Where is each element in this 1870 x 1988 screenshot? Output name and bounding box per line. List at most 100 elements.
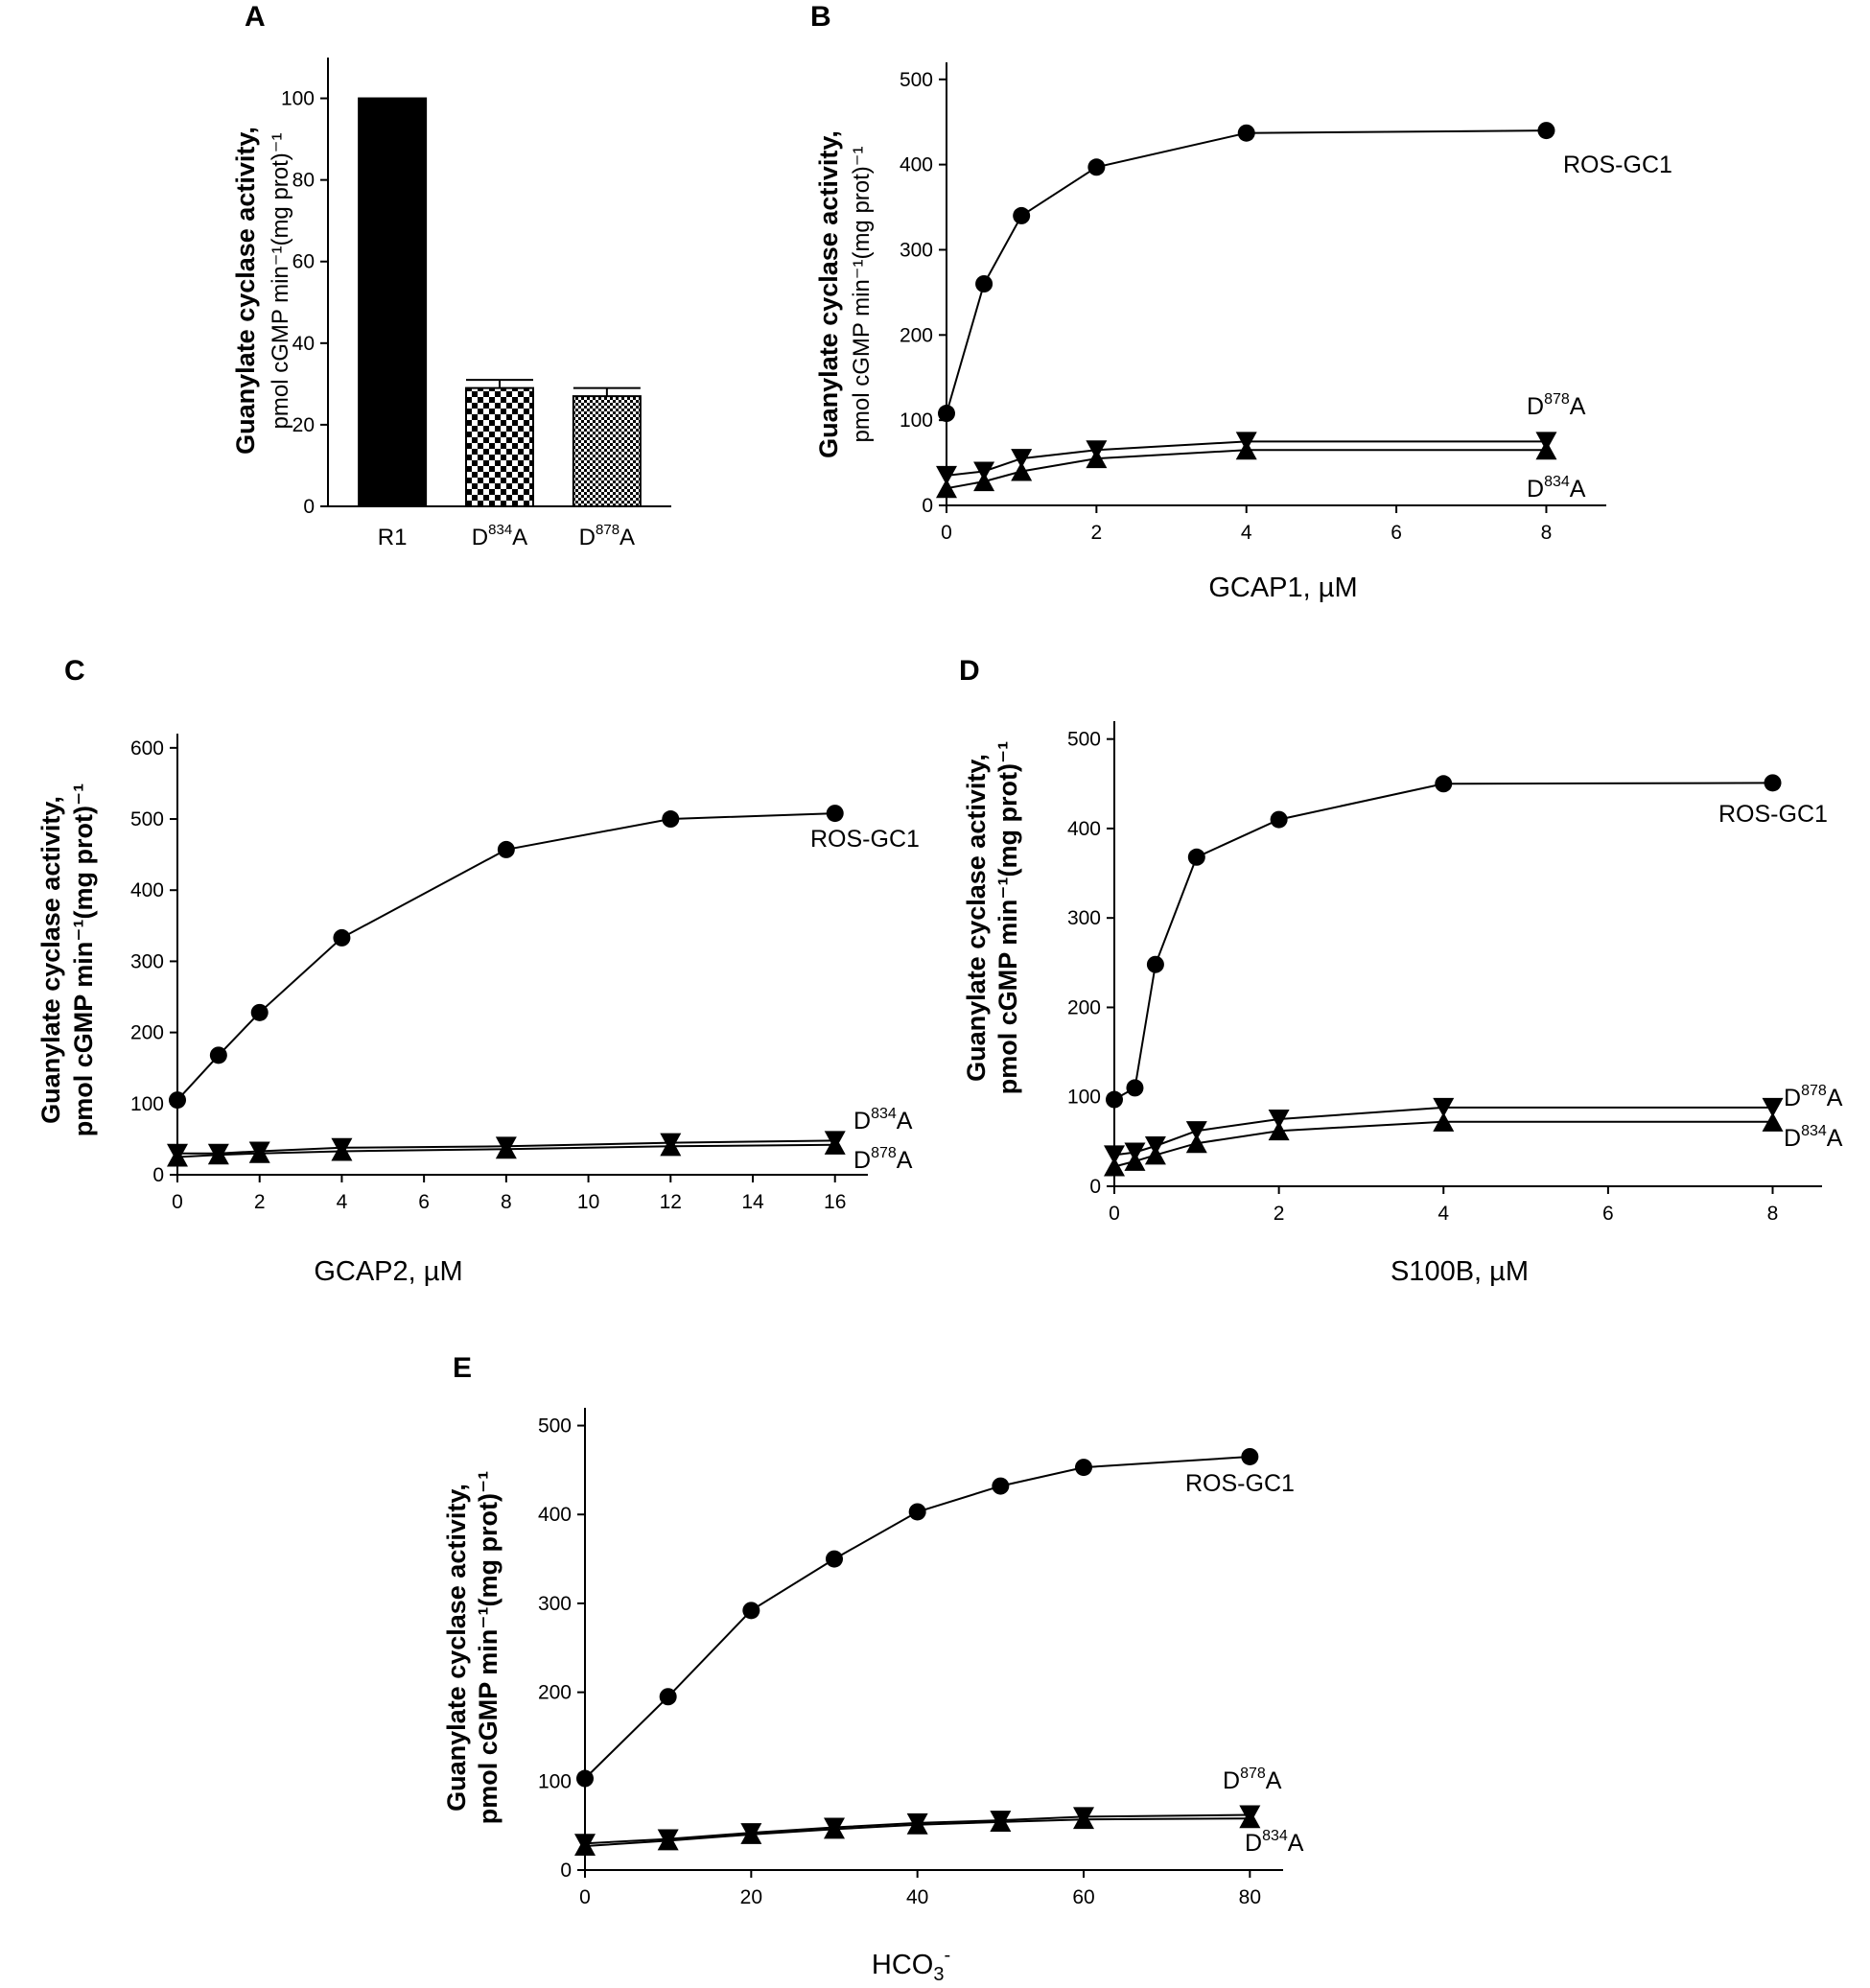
x-tick-label-C: 0 <box>172 1191 183 1213</box>
x-tick-label-A-2-base: D <box>579 525 596 550</box>
series-label-E-2: D834A <box>1245 1828 1304 1857</box>
y-tick-label-A: 0 <box>303 496 315 518</box>
panel-B: B Guanylate cyclase activity, pmol cGMP … <box>810 1 1672 603</box>
x-tick-label-E: 0 <box>579 1886 591 1908</box>
series-label-D-1-base: D <box>1784 1085 1801 1111</box>
x-tick-label-E: 80 <box>1239 1886 1261 1908</box>
series-label-D-1-sup: 878 <box>1801 1083 1827 1099</box>
series-label-C-2-base: D <box>853 1147 871 1174</box>
x-tick-label-B: 8 <box>1541 522 1553 544</box>
y-tick-label-E: 400 <box>538 1504 572 1526</box>
point-C-2-2 <box>248 1143 270 1163</box>
point-E-0-5 <box>992 1477 1010 1495</box>
x-tick-label-A-2-sup: 878 <box>596 522 619 538</box>
x-axis-title-B: GCAP1, µM <box>1208 573 1357 603</box>
x-axis-title-E-sup: - <box>944 1945 950 1966</box>
series-label-D-0: ROS-GC1 <box>1718 801 1828 828</box>
point-C-0-0 <box>169 1091 186 1110</box>
point-D-2-5 <box>1433 1111 1455 1132</box>
point-C-2-3 <box>331 1141 353 1161</box>
series-label-E-1-sup: 878 <box>1240 1766 1266 1782</box>
x-axis-title-C: GCAP2, µM <box>314 1256 462 1287</box>
y-tick-label-D: 400 <box>1067 818 1101 840</box>
point-B-0-5 <box>1537 122 1555 140</box>
series-label-B-0: ROS-GC1 <box>1563 152 1672 178</box>
point-E-2-4 <box>906 1814 928 1835</box>
series-label-D-2-post: A <box>1827 1125 1843 1152</box>
series-label-D-1: D878A <box>1784 1083 1843 1111</box>
point-B-0-3 <box>1087 158 1106 176</box>
series-label-B-1-sup: 878 <box>1544 391 1570 408</box>
point-B-1-2 <box>1011 449 1033 469</box>
series-label-E-0: ROS-GC1 <box>1185 1470 1295 1497</box>
point-C-0-1 <box>209 1046 227 1064</box>
point-B-2-1 <box>973 472 995 492</box>
point-C-2-4 <box>495 1139 517 1159</box>
y-tick-label-B: 300 <box>900 239 933 261</box>
x-tick-label-A-1-base: D <box>472 525 488 550</box>
point-E-2-5 <box>990 1812 1012 1832</box>
point-D-1-6 <box>1762 1097 1784 1117</box>
y-axis-title-A-line2: pmol cGMP min⁻¹(mg prot)⁻¹ <box>268 133 293 430</box>
y-tick-label-C: 400 <box>130 879 164 901</box>
series-label-B-2-post: A <box>1570 476 1586 503</box>
y-axis-title-B: Guanylate cyclase activity, <box>814 130 843 458</box>
x-tick-label-C: 2 <box>254 1191 266 1213</box>
point-D-1-0 <box>1104 1145 1125 1165</box>
point-C-2-1 <box>207 1145 229 1165</box>
y-axis-title-D: Guanylate cyclase activity, <box>962 754 991 1082</box>
x-tick-label-C: 8 <box>501 1191 512 1213</box>
y-tick-label-B: 0 <box>922 495 933 517</box>
series-label-B-2: D834A <box>1527 474 1586 503</box>
point-B-2-0 <box>936 479 957 499</box>
x-tick-label-A-0-base: R1 <box>378 525 408 550</box>
point-C-0-5 <box>662 810 680 829</box>
point-E-0-7 <box>1241 1447 1259 1465</box>
point-E-0-0 <box>576 1769 594 1788</box>
panel-letter-A: A <box>245 1 266 33</box>
point-D-0-4 <box>1270 810 1288 829</box>
series-label-B-1: D878A <box>1527 391 1586 420</box>
panel-C: C Guanylate cyclase activity, pmol cGMP … <box>36 655 920 1287</box>
y-axis-title-C-line1: Guanylate cyclase activity, <box>36 796 65 1124</box>
y-tick-label-A: 80 <box>292 170 315 192</box>
point-E-0-3 <box>826 1550 843 1568</box>
y-tick-label-E: 500 <box>538 1415 572 1438</box>
x-axis-title-D: S100B, µM <box>1391 1256 1529 1287</box>
point-E-2-7 <box>1239 1809 1261 1829</box>
series-line-E-2 <box>584 1817 1251 1847</box>
y-axis-title-D-line1: Guanylate cyclase activity, <box>962 754 991 1082</box>
point-B-0-0 <box>938 405 955 423</box>
panel-E: E Guanylate cyclase activity, pmol cGMP … <box>442 1352 1304 1985</box>
point-C-0-4 <box>497 840 515 858</box>
point-C-2-0 <box>167 1147 188 1167</box>
panel-D: D Guanylate cyclase activity, pmol cGMP … <box>959 655 1843 1287</box>
point-B-1-1 <box>973 461 995 481</box>
x-tick-label-B: 6 <box>1391 522 1402 544</box>
x-tick-label-D: 0 <box>1109 1203 1120 1225</box>
y-axis-title-C: Guanylate cyclase activity, <box>36 796 65 1124</box>
series-label-E-2-post: A <box>1288 1830 1304 1857</box>
point-C-2-6 <box>824 1134 846 1155</box>
point-D-1-5 <box>1433 1097 1455 1117</box>
point-C-0-6 <box>826 805 844 823</box>
y-axis-title-A-line1: Guanylate cyclase activity, <box>231 127 260 455</box>
x-tick-label-C: 10 <box>577 1191 599 1213</box>
x-tick-label-C: 16 <box>824 1191 846 1213</box>
series-label-D-2: D834A <box>1784 1123 1843 1152</box>
series-label-E-0-base: ROS-GC1 <box>1185 1470 1295 1497</box>
series-line-B-0 <box>946 129 1547 414</box>
y-tick-label-D: 300 <box>1067 907 1101 929</box>
point-D-0-1 <box>1126 1079 1144 1097</box>
series-label-C-1: D834A <box>853 1106 913 1134</box>
series-label-E-1-post: A <box>1266 1767 1282 1794</box>
point-D-0-5 <box>1435 775 1453 793</box>
y-tick-label-C: 200 <box>130 1022 164 1044</box>
y-tick-label-B: 400 <box>900 154 933 176</box>
series-label-C-2-post: A <box>897 1147 913 1174</box>
y-tick-label-D: 0 <box>1089 1176 1101 1198</box>
